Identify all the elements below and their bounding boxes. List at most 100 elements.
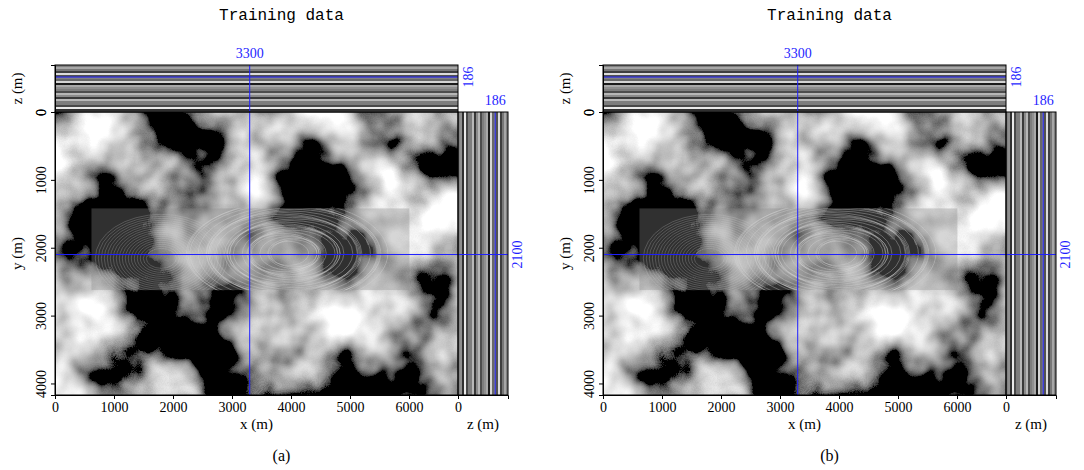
tick-mark — [173, 395, 174, 399]
tick: 6000 — [396, 395, 424, 415]
reflector — [470, 112, 472, 395]
reflector — [55, 71, 458, 73]
reflector — [603, 67, 1006, 69]
reflector — [486, 112, 488, 395]
crosshair-y — [55, 254, 458, 255]
tick-label: 0 — [34, 109, 49, 116]
reflector — [55, 93, 458, 95]
channel-arc — [125, 234, 197, 282]
axis-line — [1007, 396, 1057, 400]
tick-mark — [599, 383, 603, 384]
tick-label: 2000 — [582, 234, 597, 262]
reflector — [55, 75, 458, 77]
tick-mark — [114, 395, 115, 399]
tick-mark — [898, 395, 899, 399]
tick: 2000 — [34, 234, 55, 262]
crosshair-label: 186 — [1033, 93, 1054, 108]
channel-arc — [658, 224, 760, 290]
reflector — [1048, 112, 1050, 395]
channel-arc — [95, 214, 227, 290]
panel-title: Training data — [767, 7, 892, 25]
frame — [55, 65, 458, 112]
reflector — [500, 112, 502, 395]
slice-clouds — [603, 112, 1006, 395]
x-axis: 0100020003000400050006000 — [600, 395, 1007, 415]
y-axis-title: y (m) — [9, 237, 26, 270]
tick: 0 — [52, 395, 59, 415]
crosshair-y — [1006, 254, 1056, 255]
reflector — [55, 89, 458, 91]
reflector — [55, 109, 458, 111]
reflector — [482, 112, 484, 395]
z-axis-title: z (m) — [557, 72, 574, 104]
channel-arc — [661, 226, 757, 290]
tick: 2000 — [708, 395, 736, 415]
z-axis-title: z (m) — [9, 72, 26, 104]
tick-label: 0 — [34, 109, 49, 116]
reflector — [603, 69, 1006, 71]
channel-arc — [799, 235, 865, 272]
reflector — [476, 112, 478, 395]
reflector — [55, 79, 458, 81]
channel-arc — [146, 248, 176, 268]
x-axis-title: x (m) — [788, 416, 821, 433]
z-axis-title: z (m) — [467, 416, 499, 433]
reflector — [55, 103, 458, 105]
tick: 3000 — [219, 395, 247, 415]
frame — [603, 65, 1006, 112]
channel-arc — [137, 242, 185, 274]
reflector — [603, 81, 1006, 83]
tick-mark — [599, 112, 603, 113]
reflector — [55, 99, 458, 101]
reflector — [603, 85, 1006, 87]
channel-arc — [646, 216, 772, 290]
reflector — [603, 95, 1006, 97]
channel-arc — [685, 242, 733, 274]
slice-background — [55, 112, 458, 395]
axis-line — [459, 396, 509, 400]
axis-line — [51, 66, 56, 113]
tick-mark — [51, 112, 55, 113]
tick-label: 5000 — [885, 400, 913, 415]
channel-arc — [230, 221, 353, 287]
reflector — [55, 91, 458, 93]
tick-mark — [51, 248, 55, 249]
channel-arc — [679, 238, 739, 278]
tick-label: 0 — [52, 400, 59, 415]
crosshair-y — [458, 254, 508, 255]
reflector — [603, 99, 1006, 101]
reflector — [603, 107, 1006, 109]
reflector — [55, 97, 458, 99]
channel-arc — [682, 240, 736, 276]
tick-mark — [51, 383, 55, 384]
tick: 2000 — [582, 234, 603, 262]
tick-mark — [599, 248, 603, 249]
tick: 0 — [582, 109, 603, 116]
channel-arc — [756, 214, 905, 290]
tick-mark — [599, 180, 603, 181]
channel-arc — [143, 246, 179, 270]
tick-label: 3000 — [34, 302, 49, 330]
inline-section — [55, 65, 458, 112]
tick-label: 0 — [600, 400, 607, 415]
tick: 0 — [34, 109, 55, 116]
reflector — [603, 103, 1006, 105]
channel-arc — [107, 222, 215, 290]
tick-mark — [51, 112, 55, 113]
tick: 0 — [582, 109, 603, 116]
tick-mark — [839, 395, 840, 399]
reflector — [472, 112, 474, 395]
crosshair-z — [495, 112, 496, 395]
reflector — [603, 91, 1006, 93]
channel-arc — [128, 236, 194, 280]
channel-arc — [233, 225, 337, 281]
crosshair-x — [249, 65, 250, 112]
reflector — [1022, 112, 1024, 395]
reflector — [462, 112, 464, 395]
channel-arc — [216, 216, 358, 291]
channel-region — [639, 208, 957, 290]
channel-arc — [210, 209, 378, 290]
reflector — [603, 97, 1006, 99]
axis-line — [51, 113, 56, 396]
section-background — [1006, 112, 1056, 395]
